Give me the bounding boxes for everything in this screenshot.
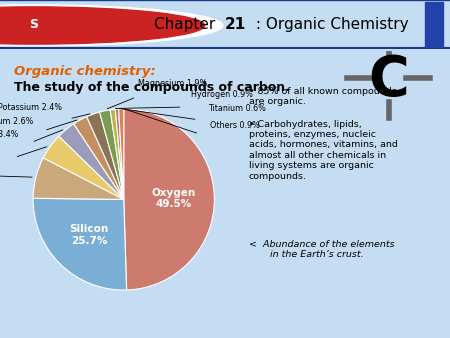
Text: • Carbohydrates, lipids,
proteins, enzymes, nucleic
acids, hormones, vitamins, a: • Carbohydrates, lipids, proteins, enzym… xyxy=(249,120,398,181)
Text: Hydrogen 0.9%: Hydrogen 0.9% xyxy=(190,90,252,99)
Text: <  Abundance of the elements
       in the Earth’s crust.: < Abundance of the elements in the Earth… xyxy=(249,240,394,259)
Text: Titanium 0.6%: Titanium 0.6% xyxy=(208,104,266,113)
Text: Calcium 3.4%: Calcium 3.4% xyxy=(0,130,19,139)
Text: Magnesium 1.9%: Magnesium 1.9% xyxy=(138,78,207,88)
Wedge shape xyxy=(119,109,124,199)
Wedge shape xyxy=(124,109,214,290)
Text: 21: 21 xyxy=(225,17,246,32)
Wedge shape xyxy=(59,124,124,199)
Text: • 85% of all known compounds
are organic.: • 85% of all known compounds are organic… xyxy=(249,87,396,106)
Circle shape xyxy=(0,7,205,44)
Text: Organic chemistry:: Organic chemistry: xyxy=(14,65,156,78)
Wedge shape xyxy=(87,112,124,199)
Wedge shape xyxy=(33,198,126,290)
FancyBboxPatch shape xyxy=(425,2,443,47)
Text: Silicon
25.7%: Silicon 25.7% xyxy=(69,224,108,246)
Text: : Organic Chemistry: : Organic Chemistry xyxy=(251,17,409,32)
Circle shape xyxy=(0,5,223,46)
Wedge shape xyxy=(115,109,124,199)
Text: Others 0.9%: Others 0.9% xyxy=(210,121,260,129)
Wedge shape xyxy=(33,158,124,199)
Text: Chapter: Chapter xyxy=(154,17,225,32)
Wedge shape xyxy=(110,109,124,199)
Text: Oxygen
49.5%: Oxygen 49.5% xyxy=(151,188,195,210)
Text: Potassium 2.4%: Potassium 2.4% xyxy=(0,103,62,112)
Wedge shape xyxy=(43,136,124,199)
Wedge shape xyxy=(99,110,124,199)
Wedge shape xyxy=(74,117,124,199)
Text: S: S xyxy=(29,18,38,31)
Text: Sodium 2.6%: Sodium 2.6% xyxy=(0,117,33,126)
Text: The study of the compounds of carbon.: The study of the compounds of carbon. xyxy=(14,81,290,94)
Text: C: C xyxy=(368,53,409,107)
